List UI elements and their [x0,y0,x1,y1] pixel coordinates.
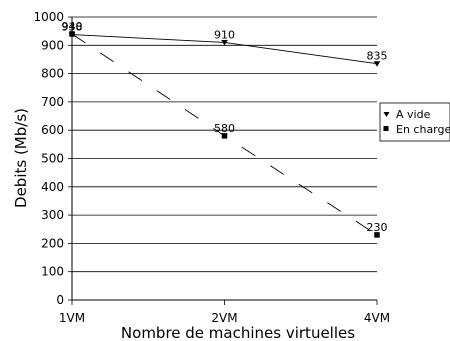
data-label-a-vide: 910 [214,28,235,41]
legend-marker-a-vide [383,112,390,117]
legend-label-a-vide: A vide [396,108,431,121]
y-tick-label: 1000 [33,10,64,24]
legend-label-en-charge: En charge [396,123,450,136]
data-label-en-charge: 230 [367,221,388,234]
y-tick-label: 600 [41,123,64,137]
legend-marker-en-charge [383,126,389,131]
data-label-en-charge: 940 [62,20,83,33]
y-tick-label: 0 [56,293,64,307]
x-tick-labels: 1VM 2VM 4VM [59,311,390,325]
grid-lines [72,16,377,273]
y-tick-label: 100 [41,265,64,279]
marker-a-vide [373,61,381,67]
marker-en-charge [374,232,380,238]
x-axis-title: Nombre de machines virtuelles [121,324,355,341]
series-group [68,31,381,238]
y-axis-title: Debits (Mb/s) [12,108,30,208]
y-tick-label: 500 [41,152,64,166]
legend-box [379,102,450,142]
y-tick-labels: 0 100 200 300 400 500 600 700 800 900 1000 [33,10,64,307]
x-tick-label: 1VM [59,311,85,325]
data-label-a-vide: 835 [367,50,388,63]
y-tick-label: 300 [41,208,64,222]
data-labels: 938 910 835 940 580 230 [62,20,388,234]
data-label-en-charge: 580 [214,122,235,135]
marker-en-charge [69,31,75,37]
legend: A vide En charge [379,102,450,142]
data-label-a-vide: 938 [62,21,83,34]
y-tick-label: 800 [41,67,64,81]
x-tick-label: 4VM [364,311,390,325]
axes [68,16,378,305]
y-tick-label: 900 [41,38,64,52]
x-tick-label: 2VM [211,311,237,325]
y-tick-label: 700 [41,95,64,109]
marker-en-charge [221,133,228,139]
y-tick-label: 400 [41,180,64,194]
y-tick-label: 200 [41,236,64,250]
marker-a-vide [221,39,228,46]
